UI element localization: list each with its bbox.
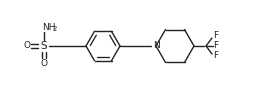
Text: S: S bbox=[41, 41, 47, 51]
Text: O: O bbox=[23, 42, 31, 51]
Text: NH: NH bbox=[42, 23, 56, 32]
Text: F: F bbox=[214, 51, 218, 61]
Text: F: F bbox=[214, 32, 218, 40]
Text: O: O bbox=[40, 59, 48, 67]
Text: N: N bbox=[153, 42, 159, 51]
Text: 2: 2 bbox=[53, 26, 57, 32]
Text: F: F bbox=[214, 42, 218, 51]
